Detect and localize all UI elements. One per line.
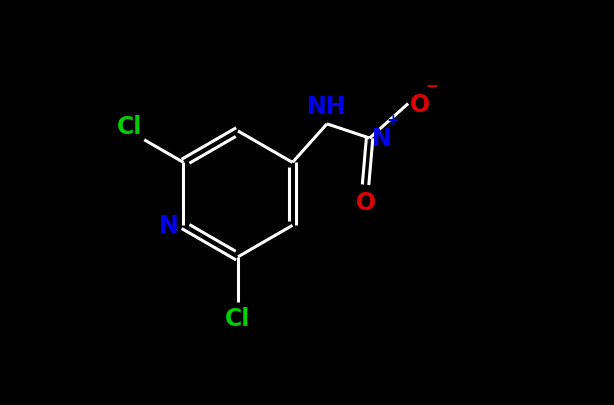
Text: N: N <box>158 214 178 238</box>
Text: +: + <box>387 113 400 127</box>
Text: NH: NH <box>307 94 347 118</box>
Text: O: O <box>356 190 376 214</box>
Text: O: O <box>410 92 430 116</box>
Text: Cl: Cl <box>117 115 142 139</box>
Text: N: N <box>371 127 391 151</box>
Text: −: − <box>426 79 438 94</box>
Text: Cl: Cl <box>225 307 251 330</box>
